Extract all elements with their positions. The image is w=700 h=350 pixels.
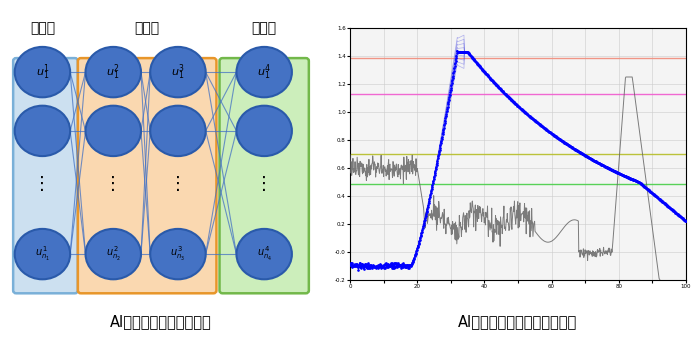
Text: ⋮: ⋮ [34,175,51,193]
Circle shape [85,229,141,279]
Circle shape [150,106,206,156]
Text: 出力層: 出力層 [251,22,276,36]
Circle shape [237,106,292,156]
Text: ⋮: ⋮ [256,175,273,193]
FancyBboxPatch shape [78,58,216,293]
Circle shape [150,47,206,97]
Text: 入力層: 入力層 [30,22,55,36]
Circle shape [15,106,70,156]
Text: $u_{n_2}^{\,2}$: $u_{n_2}^{\,2}$ [106,245,121,263]
Text: ⋮: ⋮ [169,175,187,193]
FancyBboxPatch shape [220,58,309,293]
Text: $u_1^1$: $u_1^1$ [36,62,49,82]
Circle shape [150,229,206,279]
Text: $u_{n_4}^{\,4}$: $u_{n_4}^{\,4}$ [257,245,272,263]
Text: $u_{n_3}^{\,3}$: $u_{n_3}^{\,3}$ [170,245,186,263]
Text: AIを用いた洪水予測計算結果: AIを用いた洪水予測計算結果 [458,314,578,329]
Text: $u_{n_1}^{\,1}$: $u_{n_1}^{\,1}$ [35,245,50,263]
Circle shape [15,47,70,97]
Circle shape [237,47,292,97]
Circle shape [85,106,141,156]
Text: $u_1^4$: $u_1^4$ [257,62,271,82]
Text: AIのデータ関係イメージ: AIのデータ関係イメージ [110,314,212,329]
Circle shape [85,47,141,97]
FancyBboxPatch shape [13,58,78,293]
Text: $u_1^2$: $u_1^2$ [106,62,120,82]
Text: ⋮: ⋮ [104,175,122,193]
Circle shape [237,229,292,279]
Circle shape [15,229,70,279]
Text: 中間層: 中間層 [134,22,160,36]
Text: $u_1^3$: $u_1^3$ [171,62,185,82]
